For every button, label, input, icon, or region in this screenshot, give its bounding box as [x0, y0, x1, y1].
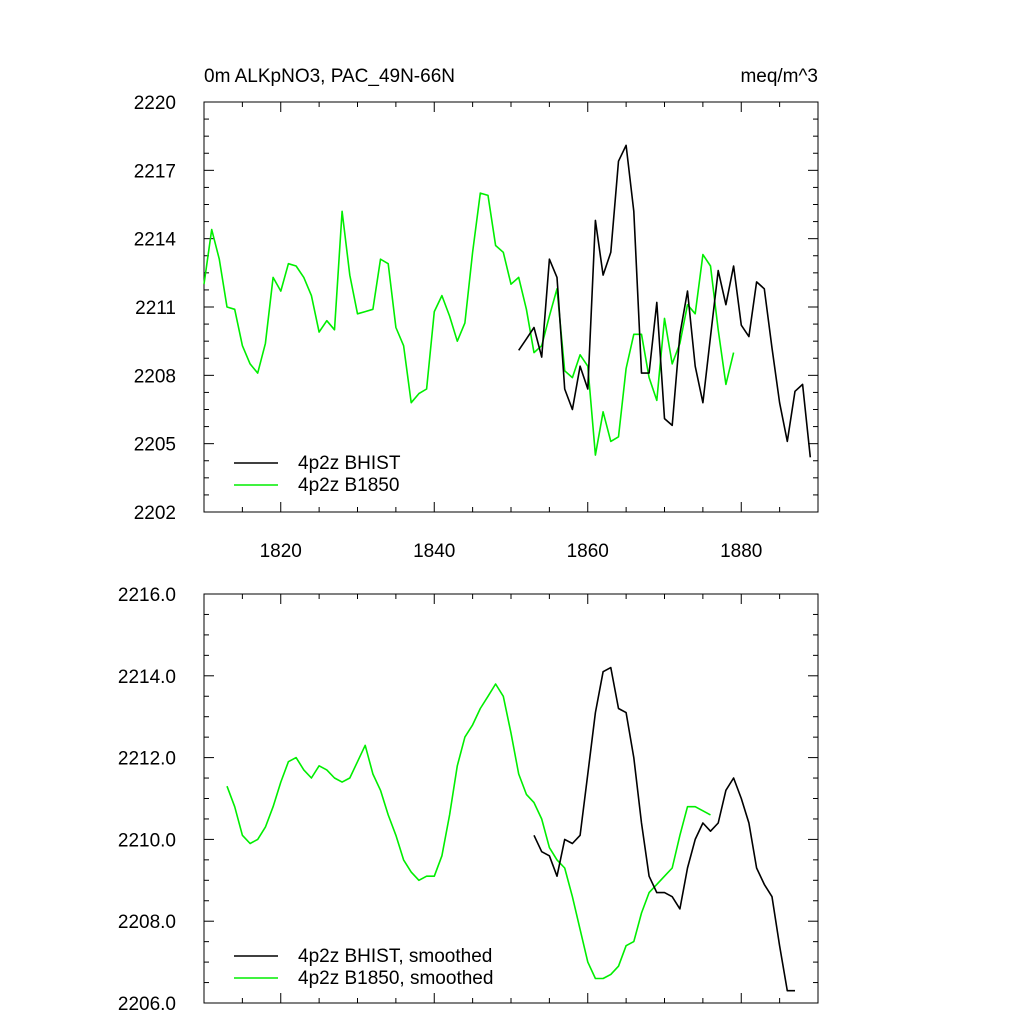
y-tick-label: 2208.0: [118, 912, 176, 933]
y-tick-label: 2217: [134, 161, 176, 182]
y-tick-label: 2212.0: [118, 749, 176, 770]
y-tick-label: 2210.0: [118, 830, 176, 851]
plot-frame: [203, 593, 819, 1004]
x-tick-label: 1860: [567, 541, 609, 562]
units-label: meq/m^3: [740, 66, 818, 87]
y-tick-label: 2208: [134, 366, 176, 387]
legend-label: 4p2z BHIST: [298, 453, 401, 474]
series-line-4p2z-b1850: [203, 192, 735, 456]
series-line-4p2z-bhist: [518, 144, 812, 458]
y-tick-label: 2205: [134, 435, 176, 456]
y-tick-label: 2206.0: [118, 994, 176, 1015]
legend-label: 4p2z B1850: [298, 475, 399, 496]
series-line-4p2z-bhist-smoothed: [533, 666, 795, 992]
series-line-4p2z-b1850-smoothed: [226, 683, 711, 980]
y-tick-label: 2202: [134, 503, 176, 524]
y-tick-label: 2214: [134, 230, 177, 251]
x-tick-label: 1840: [413, 541, 455, 562]
y-tick-label: 2211: [135, 298, 176, 319]
y-tick-label: 2216.0: [118, 585, 176, 606]
top-panel: 1820 1840 1860 1880 2202 2205 2208 2211 2214 2217…: [134, 93, 819, 562]
x-tick-label: 1820: [260, 541, 302, 562]
legend-label: 4p2z BHIST, smoothed: [298, 946, 492, 967]
legend-label: 4p2z B1850, smoothed: [298, 968, 493, 989]
x-tick-label: 1880: [720, 541, 762, 562]
y-tick-label: 2220: [134, 93, 176, 114]
plot-frame: [203, 101, 819, 513]
bottom-panel: 2206.0 2208.0 2210.0 2212.0 2214.0 2216.0 4p2z…: [118, 585, 819, 1015]
chart-title: 0m ALKpNO3, PAC_49N-66N: [204, 66, 455, 87]
y-tick-label: 2214.0: [118, 667, 176, 688]
